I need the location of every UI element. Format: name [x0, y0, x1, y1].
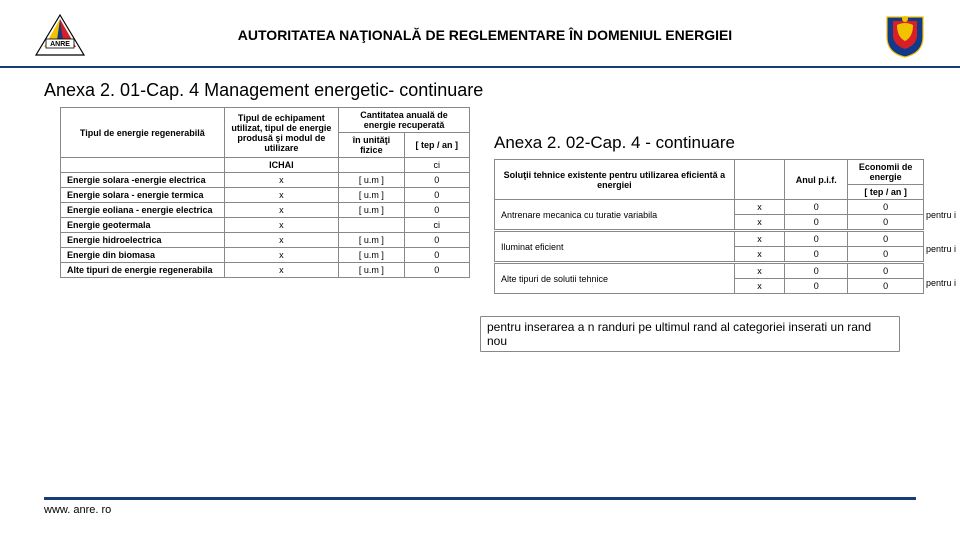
t1-cell: 0: [404, 203, 469, 218]
table-gap-row: [495, 294, 924, 296]
t1-row-label: Energie hidroelectrica: [61, 233, 225, 248]
t1-cell: x: [224, 188, 339, 203]
table-2: Soluţii tehnice existente pentru utiliza…: [494, 159, 924, 296]
right-column: Anexa 2. 02-Cap. 4 - continuare Soluţii …: [494, 107, 924, 296]
t2-header-c4-top: Economii de energie: [848, 160, 924, 185]
t2-group-label: Iluminat eficient: [495, 232, 735, 262]
t2-cell: x: [734, 200, 784, 215]
anre-logo: ANRE: [30, 10, 90, 60]
t2-row-note: [926, 261, 960, 276]
t2-header-c4-unit: [ tep / an ]: [848, 185, 924, 200]
t1-ci: ci: [404, 158, 469, 173]
header-title: AUTORITATEA NAŢIONALĂ DE REGLEMENTARE ÎN…: [90, 27, 880, 43]
t2-cell: x: [734, 279, 784, 294]
t1-row-label: Energie solara - energie termica: [61, 188, 225, 203]
t2-header-c2: [734, 160, 784, 200]
t1-header-col3-top: Cantitatea anuală de energie recuperată: [339, 108, 470, 133]
t2-row-note: [926, 227, 960, 242]
t1-cell: x: [224, 203, 339, 218]
t1-cell: x: [224, 248, 339, 263]
t1-header-col3a: în unităţi fizice: [339, 133, 404, 158]
t1-row-label: Energie solara -energie electrica: [61, 173, 225, 188]
t1-cell: 0: [404, 248, 469, 263]
t2-cell: x: [734, 215, 784, 230]
t1-header-col2: Tipul de echipament utilizat, tipul de e…: [224, 108, 339, 158]
table-1: Tipul de energie regenerabilă Tipul de e…: [60, 107, 470, 278]
t1-cell: 0: [404, 173, 469, 188]
t1-header-col3b: [ tep / an ]: [404, 133, 469, 158]
t2-cell: 0: [785, 215, 848, 230]
t1-cell: x: [224, 263, 339, 278]
t1-cell: x: [224, 233, 339, 248]
table-row: Energie geotermalax ci: [61, 218, 470, 233]
t2-header-c1: Soluţii tehnice existente pentru utiliza…: [495, 160, 735, 200]
coat-of-arms-icon: [880, 10, 930, 60]
t2-row-note: [926, 193, 960, 208]
t2-cell: x: [734, 232, 784, 247]
note-text: pentru inserarea a n randuri pe ultimul …: [480, 316, 900, 352]
table-row: Energie din biomasax[ u.m ]0: [61, 248, 470, 263]
t1-cell: [ u.m ]: [339, 233, 404, 248]
svg-text:ANRE: ANRE: [50, 41, 70, 48]
t2-group-label: Antrenare mecanica cu turatie variabila: [495, 200, 735, 230]
footer-url: www. anre. ro: [44, 497, 916, 516]
t2-cell: 0: [848, 247, 924, 262]
section-2-title: Anexa 2. 02-Cap. 4 - continuare: [494, 129, 924, 159]
t1-row-label: Energie geotermala: [61, 218, 225, 233]
t2-row-note: pentru i: [926, 242, 960, 257]
t2-cell: 0: [785, 232, 848, 247]
table-row: Energie solara -energie electricax[ u.m …: [61, 173, 470, 188]
t2-cell: 0: [848, 264, 924, 279]
t2-cell: 0: [848, 279, 924, 294]
t2-row-note: pentru i: [926, 276, 960, 291]
content-area: Tipul de energie regenerabilă Tipul de e…: [0, 107, 960, 296]
t1-cell: 0: [404, 233, 469, 248]
t1-cell: [ u.m ]: [339, 173, 404, 188]
t2-row-note: pentru i: [926, 208, 960, 223]
section-1-title: Anexa 2. 01-Cap. 4 Management energetic-…: [0, 68, 960, 107]
t1-cell: [339, 218, 404, 233]
t1-ichai: ICHAI: [224, 158, 339, 173]
t2-cell: 0: [848, 215, 924, 230]
table-row: Antrenare mecanica cu turatie variabilax…: [495, 200, 924, 215]
t2-cell: 0: [785, 247, 848, 262]
t1-cell: [ u.m ]: [339, 263, 404, 278]
t1-header-col1: Tipul de energie regenerabilă: [61, 108, 225, 158]
t1-cell: 0: [404, 263, 469, 278]
t2-cell: x: [734, 264, 784, 279]
t1-row-label: Alte tipuri de energie regenerabila: [61, 263, 225, 278]
t2-cell: 0: [785, 200, 848, 215]
t2-cell: 0: [848, 200, 924, 215]
table-1-container: Tipul de energie regenerabilă Tipul de e…: [60, 107, 470, 296]
t2-cell: x: [734, 247, 784, 262]
t2-group-label: Alte tipuri de solutii tehnice: [495, 264, 735, 294]
t2-cell: 0: [785, 279, 848, 294]
t2-cell: 0: [848, 232, 924, 247]
t1-row-label: Energie eoliana - energie electrica: [61, 203, 225, 218]
t1-row-label: Energie din biomasa: [61, 248, 225, 263]
t1-cell: ci: [404, 218, 469, 233]
t1-cell: x: [224, 218, 339, 233]
t1-cell: x: [224, 173, 339, 188]
t1-cell: [ u.m ]: [339, 188, 404, 203]
table-row: Energie solara - energie termicax[ u.m ]…: [61, 188, 470, 203]
t1-cell: 0: [404, 188, 469, 203]
t2-cell: 0: [785, 264, 848, 279]
table-row: Energie hidroelectricax[ u.m ]0: [61, 233, 470, 248]
table-row: Alte tipuri de solutii tehnicex00: [495, 264, 924, 279]
t2-header-c3: Anul p.i.f.: [785, 160, 848, 200]
t1-cell: [ u.m ]: [339, 248, 404, 263]
table-row: Alte tipuri de energie regenerabilax[ u.…: [61, 263, 470, 278]
table-row: Iluminat eficientx00: [495, 232, 924, 247]
t1-cell: [ u.m ]: [339, 203, 404, 218]
table-row: Energie eoliana - energie electricax[ u.…: [61, 203, 470, 218]
header: ANRE AUTORITATEA NAŢIONALĂ DE REGLEMENTA…: [0, 0, 960, 68]
